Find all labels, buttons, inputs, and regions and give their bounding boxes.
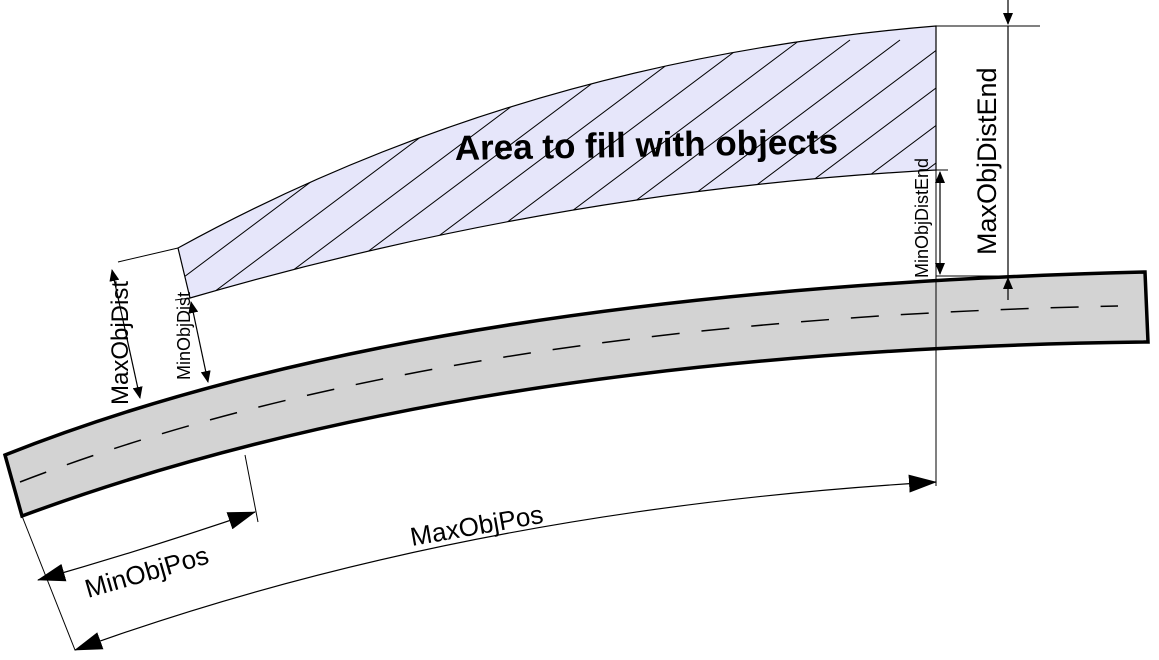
road-centerline bbox=[19, 305, 1119, 483]
min-obj-pos-label: MinObjPos bbox=[81, 540, 211, 604]
fill-area-shape bbox=[178, 26, 936, 298]
max-obj-pos-label: MaxObjPos bbox=[408, 499, 546, 552]
max-obj-dist-dimension bbox=[109, 269, 143, 399]
fill-area-outline bbox=[177, 25, 937, 299]
area-title: Area to fill with objects bbox=[454, 122, 838, 168]
min-obj-dist-end-label: MinObjDistEnd bbox=[912, 158, 932, 278]
max-obj-dist-label: MaxObjDist bbox=[107, 281, 134, 405]
dimension-lines bbox=[37, 0, 1013, 651]
min-obj-dist-label: MinObjDist bbox=[174, 292, 194, 380]
min-obj-dist-dimension bbox=[188, 301, 211, 383]
max-obj-dist-end-label: MaxObjDistEnd bbox=[972, 67, 1002, 255]
road bbox=[2, 270, 1150, 519]
road-shape bbox=[2, 270, 1150, 519]
max-obj-pos-dimension bbox=[74, 474, 937, 651]
